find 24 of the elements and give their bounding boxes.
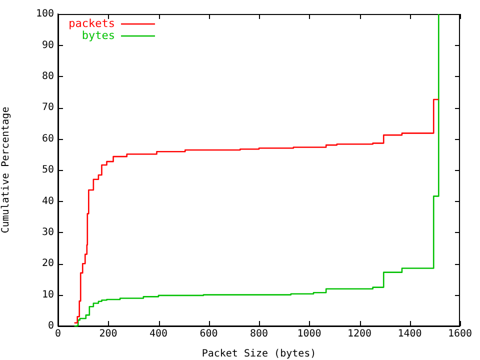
y-tick-label: 30 <box>42 226 54 238</box>
y-tick-label: 10 <box>42 289 54 300</box>
y-tick-label: 40 <box>42 196 54 207</box>
y-tick-label: 50 <box>42 164 54 176</box>
x-tick-label: 1200 <box>347 328 372 340</box>
y-tick-label: 90 <box>42 40 54 51</box>
x-tick-label: 1400 <box>398 328 422 340</box>
x-tick-label: 400 <box>149 328 168 340</box>
legend-label: bytes <box>82 28 115 42</box>
y-axis-title: Cumulative Percentage <box>0 106 12 234</box>
x-axis-title: Packet Size (bytes) <box>202 348 316 360</box>
y-tick-label: 0 <box>48 320 54 332</box>
x-tick-label: 200 <box>99 328 118 340</box>
x-tick-label: 1600 <box>448 328 472 340</box>
legend-label: packets <box>68 16 115 30</box>
x-tick-label: 1000 <box>297 328 322 340</box>
y-tick-label: 80 <box>42 70 54 82</box>
x-tick-label: 0 <box>54 328 62 340</box>
y-tick-label: 100 <box>36 8 54 20</box>
x-tick-label: 600 <box>200 328 218 340</box>
x-tick-label: 800 <box>250 328 268 340</box>
y-tick-label: 20 <box>42 258 54 270</box>
y-tick-label: 60 <box>42 133 54 144</box>
y-tick-label: 70 <box>42 102 54 114</box>
